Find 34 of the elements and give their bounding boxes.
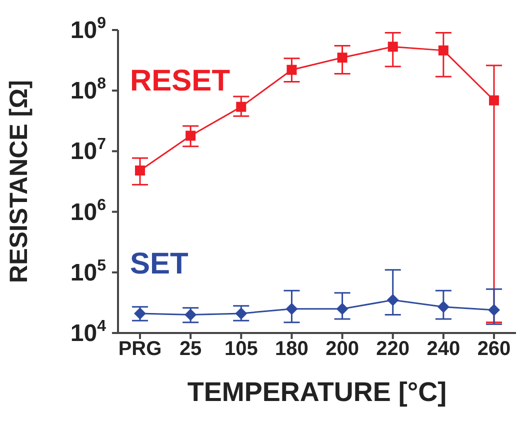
point	[438, 45, 448, 56]
x-tick-label: 180	[275, 338, 308, 360]
series-label: RESET	[130, 64, 230, 98]
point	[337, 52, 348, 63]
point	[336, 302, 348, 315]
series-label: SET	[130, 247, 188, 280]
point	[236, 102, 246, 112]
x-tick-label: 240	[426, 338, 460, 360]
point	[489, 95, 499, 106]
x-tick-label: 105	[224, 338, 258, 360]
x-tick-label: 260	[477, 338, 511, 360]
x-tick-label: 25	[179, 338, 202, 360]
y-tick-label: 10$^{8}$	[70, 76, 106, 105]
y-tick-label: 10$^{4}$	[70, 318, 106, 347]
y-tick-label: 10$^{9}$	[70, 15, 106, 44]
point	[235, 307, 248, 320]
point	[488, 304, 500, 316]
point	[186, 130, 196, 141]
point	[437, 300, 450, 313]
point	[134, 307, 146, 320]
point	[388, 42, 398, 52]
point	[286, 302, 298, 315]
y-tick-label: 10$^{5}$	[70, 258, 106, 286]
point	[184, 308, 197, 321]
y-tick-label: 10$^{7}$	[70, 136, 106, 166]
x-tick-label: 200	[326, 338, 359, 360]
x-tick-label: PRG	[118, 338, 162, 360]
point	[135, 166, 145, 176]
x-tick-label: 220	[376, 338, 410, 360]
y-tick-label: 10$^{6}$	[70, 197, 106, 226]
point	[386, 294, 399, 306]
x-axis-title: TEMPERATURE [°C]	[187, 377, 447, 407]
y-axis-title: RESISTANCE [Ω]	[4, 80, 33, 283]
point	[286, 64, 297, 75]
